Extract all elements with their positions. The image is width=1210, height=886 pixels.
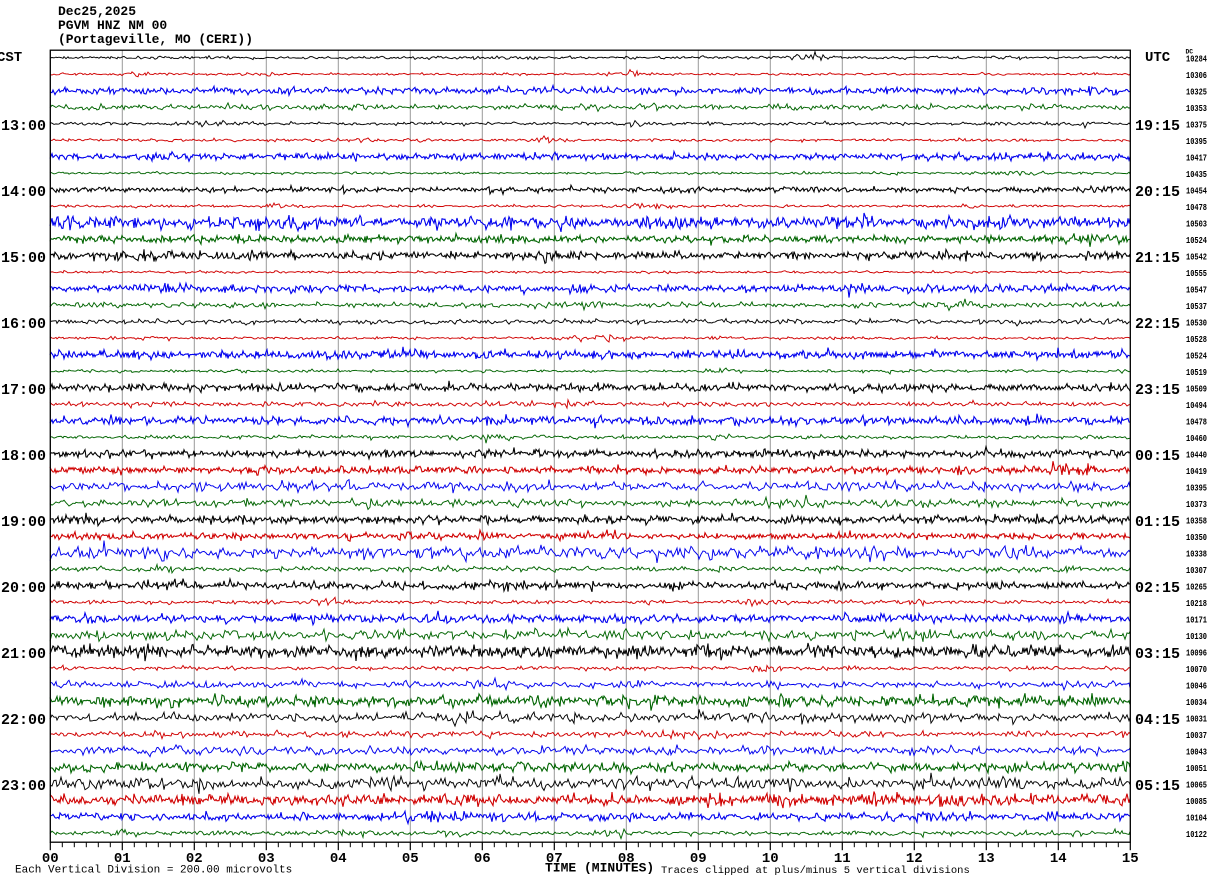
svg-text:13:00: 13:00: [1, 118, 46, 135]
svg-text:10171: 10171: [1186, 616, 1207, 626]
svg-text:10478: 10478: [1186, 203, 1207, 213]
svg-text:10454: 10454: [1186, 187, 1207, 197]
svg-text:13: 13: [978, 851, 995, 867]
svg-text:Each Vertical Division = 200.: Each Vertical Division = 200.00 microvol…: [15, 864, 292, 876]
svg-text:10478: 10478: [1186, 418, 1207, 428]
svg-text:10419: 10419: [1186, 467, 1207, 477]
svg-text:10070: 10070: [1186, 665, 1207, 675]
svg-text:22:00: 22:00: [1, 712, 46, 729]
svg-text:10542: 10542: [1186, 253, 1207, 263]
svg-text:10530: 10530: [1186, 319, 1207, 329]
svg-text:Dec25,2025: Dec25,2025: [58, 4, 136, 19]
svg-text:10519: 10519: [1186, 368, 1207, 378]
svg-text:10218: 10218: [1186, 599, 1207, 609]
svg-text:10051: 10051: [1186, 764, 1207, 774]
svg-text:16:00: 16:00: [1, 316, 46, 333]
svg-text:15:00: 15:00: [1, 250, 46, 267]
svg-text:10031: 10031: [1186, 715, 1207, 725]
svg-text:10524: 10524: [1186, 236, 1207, 246]
svg-text:10043: 10043: [1186, 748, 1207, 758]
svg-text:19:00: 19:00: [1, 514, 46, 531]
svg-text:05: 05: [402, 851, 419, 867]
svg-text:10528: 10528: [1186, 335, 1207, 345]
svg-text:17:00: 17:00: [1, 382, 46, 399]
svg-text:21:15: 21:15: [1135, 250, 1180, 267]
svg-text:PGVM HNZ NM 00: PGVM HNZ NM 00: [58, 18, 167, 33]
svg-text:Traces clipped at plus/minus 5: Traces clipped at plus/minus 5 vertical …: [661, 865, 970, 877]
svg-text:10104: 10104: [1186, 814, 1207, 824]
svg-text:(Portageville, MO (CERI)): (Portageville, MO (CERI)): [58, 32, 253, 47]
svg-text:21:00: 21:00: [1, 646, 46, 663]
svg-text:02:15: 02:15: [1135, 580, 1180, 597]
svg-text:10065: 10065: [1186, 781, 1207, 791]
svg-text:10037: 10037: [1186, 731, 1207, 741]
svg-text:10034: 10034: [1186, 698, 1207, 708]
svg-text:19:15: 19:15: [1135, 118, 1180, 135]
svg-text:10338: 10338: [1186, 550, 1207, 560]
svg-text:10358: 10358: [1186, 517, 1207, 527]
svg-text:03:15: 03:15: [1135, 646, 1180, 663]
svg-text:10325: 10325: [1186, 88, 1207, 98]
svg-text:23:00: 23:00: [1, 778, 46, 795]
svg-text:22:15: 22:15: [1135, 316, 1180, 333]
svg-text:10395: 10395: [1186, 137, 1207, 147]
svg-text:10395: 10395: [1186, 484, 1207, 494]
svg-text:14: 14: [1050, 851, 1067, 867]
svg-text:10130: 10130: [1186, 632, 1207, 642]
svg-text:04:15: 04:15: [1135, 712, 1180, 729]
svg-text:10373: 10373: [1186, 500, 1207, 510]
svg-text:10096: 10096: [1186, 649, 1207, 659]
svg-text:10306: 10306: [1186, 71, 1207, 81]
svg-text:05:15: 05:15: [1135, 778, 1180, 795]
svg-text:04: 04: [330, 851, 347, 867]
svg-text:06: 06: [474, 851, 491, 867]
svg-text:10353: 10353: [1186, 104, 1207, 114]
svg-text:10555: 10555: [1186, 269, 1207, 279]
svg-text:10284: 10284: [1186, 55, 1207, 65]
svg-text:10265: 10265: [1186, 583, 1207, 593]
svg-text:10440: 10440: [1186, 451, 1207, 461]
svg-text:10524: 10524: [1186, 352, 1207, 362]
svg-text:10460: 10460: [1186, 434, 1207, 444]
svg-text:10537: 10537: [1186, 302, 1207, 312]
svg-text:20:00: 20:00: [1, 580, 46, 597]
svg-text:10046: 10046: [1186, 682, 1207, 692]
svg-text:01:15: 01:15: [1135, 514, 1180, 531]
svg-text:UTC: UTC: [1145, 50, 1171, 66]
svg-text:10494: 10494: [1186, 401, 1207, 411]
svg-text:23:15: 23:15: [1135, 382, 1180, 399]
svg-text:10435: 10435: [1186, 170, 1207, 180]
svg-text:15: 15: [1122, 851, 1139, 867]
svg-text:20:15: 20:15: [1135, 184, 1180, 201]
svg-text:DC: DC: [1186, 48, 1194, 55]
svg-text:10375: 10375: [1186, 121, 1207, 131]
svg-text:10085: 10085: [1186, 797, 1207, 807]
svg-text:10503: 10503: [1186, 220, 1207, 230]
svg-text:00:15: 00:15: [1135, 448, 1180, 465]
svg-text:14:00: 14:00: [1, 184, 46, 201]
svg-text:CST: CST: [0, 50, 22, 66]
svg-text:TIME (MINUTES): TIME (MINUTES): [545, 861, 654, 876]
svg-text:10417: 10417: [1186, 154, 1207, 164]
svg-text:10350: 10350: [1186, 533, 1207, 543]
svg-text:10509: 10509: [1186, 385, 1207, 395]
svg-text:10307: 10307: [1186, 566, 1207, 576]
svg-text:18:00: 18:00: [1, 448, 46, 465]
svg-text:10122: 10122: [1186, 830, 1207, 840]
svg-text:10547: 10547: [1186, 286, 1207, 296]
